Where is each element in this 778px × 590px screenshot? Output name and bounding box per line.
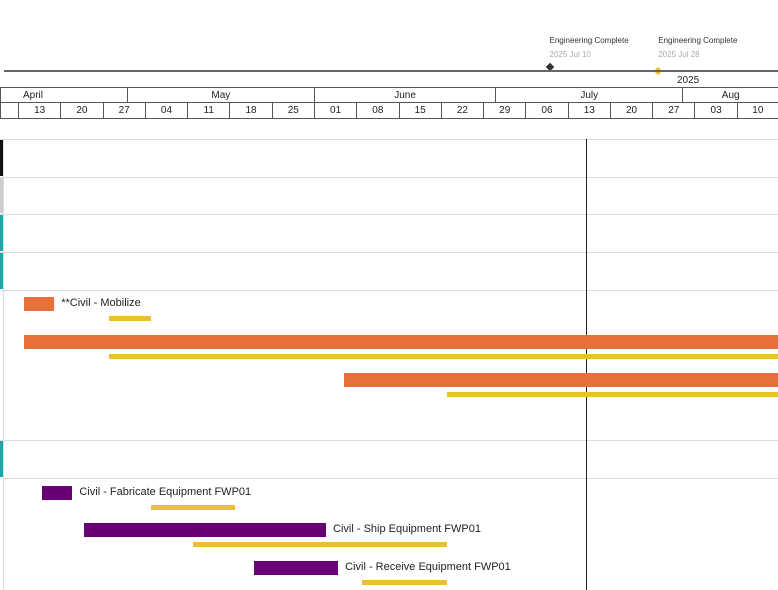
task-bar[interactable]	[344, 373, 778, 387]
row-group-marker	[0, 441, 3, 477]
week-header: 20	[60, 103, 102, 118]
week-header: 13	[18, 103, 60, 118]
week-header: 06	[525, 103, 567, 118]
week-header: 27	[102, 103, 145, 118]
row-divider	[0, 214, 778, 215]
week-header: 10	[736, 103, 778, 118]
row-divider	[0, 440, 778, 441]
baseline-bar	[108, 354, 778, 359]
week-header: 01	[313, 103, 356, 118]
divider	[0, 102, 778, 103]
row-divider	[0, 478, 778, 479]
week-header: 08	[356, 103, 398, 118]
row-group-marker	[0, 253, 3, 289]
baseline-bar	[193, 542, 447, 547]
task-label: Civil - Ship Equipment FWP01	[333, 523, 481, 535]
week-header: 11	[187, 103, 229, 118]
week-header: 13	[567, 103, 610, 118]
task-label: Civil - Receive Equipment FWP01	[345, 561, 511, 573]
row-group-marker	[0, 140, 3, 176]
week-header: 29	[483, 103, 525, 118]
task-bar[interactable]	[24, 297, 55, 311]
week-header: 22	[440, 103, 483, 118]
week-header: 20	[609, 103, 652, 118]
month-label: April	[23, 90, 44, 101]
timeline-axis	[4, 70, 778, 72]
divider	[0, 118, 778, 119]
month-label: May	[211, 90, 231, 101]
row-divider	[0, 177, 778, 178]
month-header: April	[0, 88, 127, 103]
milestone-date: 2025 Jul 28	[658, 50, 700, 59]
row-divider	[0, 139, 778, 140]
year-divider	[0, 87, 778, 88]
month-header: June	[313, 88, 495, 103]
row-divider	[0, 252, 778, 253]
baseline-bar	[446, 392, 778, 397]
row-group-marker	[0, 215, 3, 251]
milestone-title: Engineering Complete	[658, 36, 738, 45]
month-label: Aug	[721, 90, 740, 101]
month-header: May	[126, 88, 314, 103]
milestone-title: Engineering Complete	[549, 36, 629, 45]
row-group-marker	[0, 178, 3, 213]
task-label: Civil - Fabricate Equipment FWP01	[79, 486, 252, 498]
month-label: July	[580, 90, 599, 101]
today-line	[585, 139, 587, 590]
week-header: 15	[398, 103, 441, 118]
month-header: July	[495, 88, 682, 103]
task-bar[interactable]	[24, 335, 778, 349]
week-header: 04	[144, 103, 187, 118]
week-header: 25	[271, 103, 314, 118]
week-header	[0, 103, 18, 118]
task-bar[interactable]	[42, 486, 73, 500]
month-header: Aug	[682, 88, 778, 103]
milestone-date: 2025 Jul 10	[549, 50, 591, 59]
task-label: **Civil - Mobilize	[61, 297, 141, 309]
row-divider	[0, 290, 778, 291]
year-label: 2025	[677, 75, 700, 86]
task-bar[interactable]	[253, 561, 339, 575]
week-header: 27	[652, 103, 694, 118]
baseline-bar	[108, 316, 151, 321]
month-label: June	[394, 90, 416, 101]
baseline-bar	[362, 580, 447, 585]
week-header: 18	[229, 103, 271, 118]
grid-left-border	[3, 139, 4, 590]
week-header: 03	[694, 103, 736, 118]
task-bar[interactable]	[84, 523, 327, 537]
baseline-bar	[150, 505, 236, 510]
